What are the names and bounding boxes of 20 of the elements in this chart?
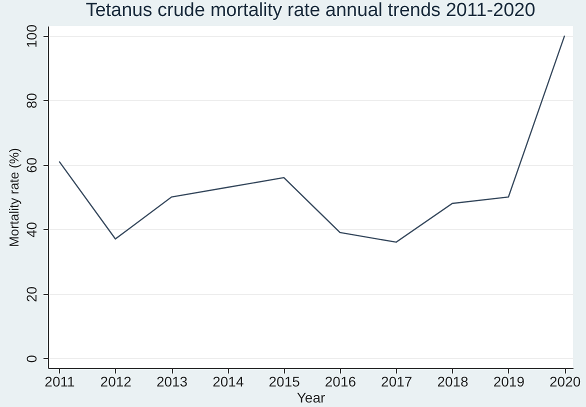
x-tick-label: 2014 [212, 374, 244, 390]
y-axis-title: Mortality rate (%) [6, 148, 22, 247]
y-tick-label: 80 [24, 92, 40, 108]
x-tick-label: 2019 [493, 374, 525, 390]
y-tick-label: 0 [24, 354, 40, 363]
x-tick-label: 2013 [156, 374, 188, 390]
x-tick-label: 2020 [550, 374, 581, 390]
chart-title: Tetanus crude mortality rate annual trends 2011-2020 [86, 0, 536, 21]
x-axis-title: Year [296, 390, 326, 406]
y-tick-label: 100 [24, 24, 40, 48]
x-tick-label: 2012 [100, 374, 132, 390]
y-tick-label: 40 [24, 222, 40, 238]
x-tick-label: 2016 [324, 374, 356, 390]
x-tick-label: 2011 [44, 374, 75, 390]
x-tick-label: 2017 [381, 374, 412, 390]
line-series [58, 35, 566, 243]
x-tick-label: 2018 [437, 374, 469, 390]
x-tick-label: 2015 [268, 374, 300, 390]
y-tick-label: 60 [24, 157, 40, 174]
y-tick-label: 20 [24, 286, 40, 302]
